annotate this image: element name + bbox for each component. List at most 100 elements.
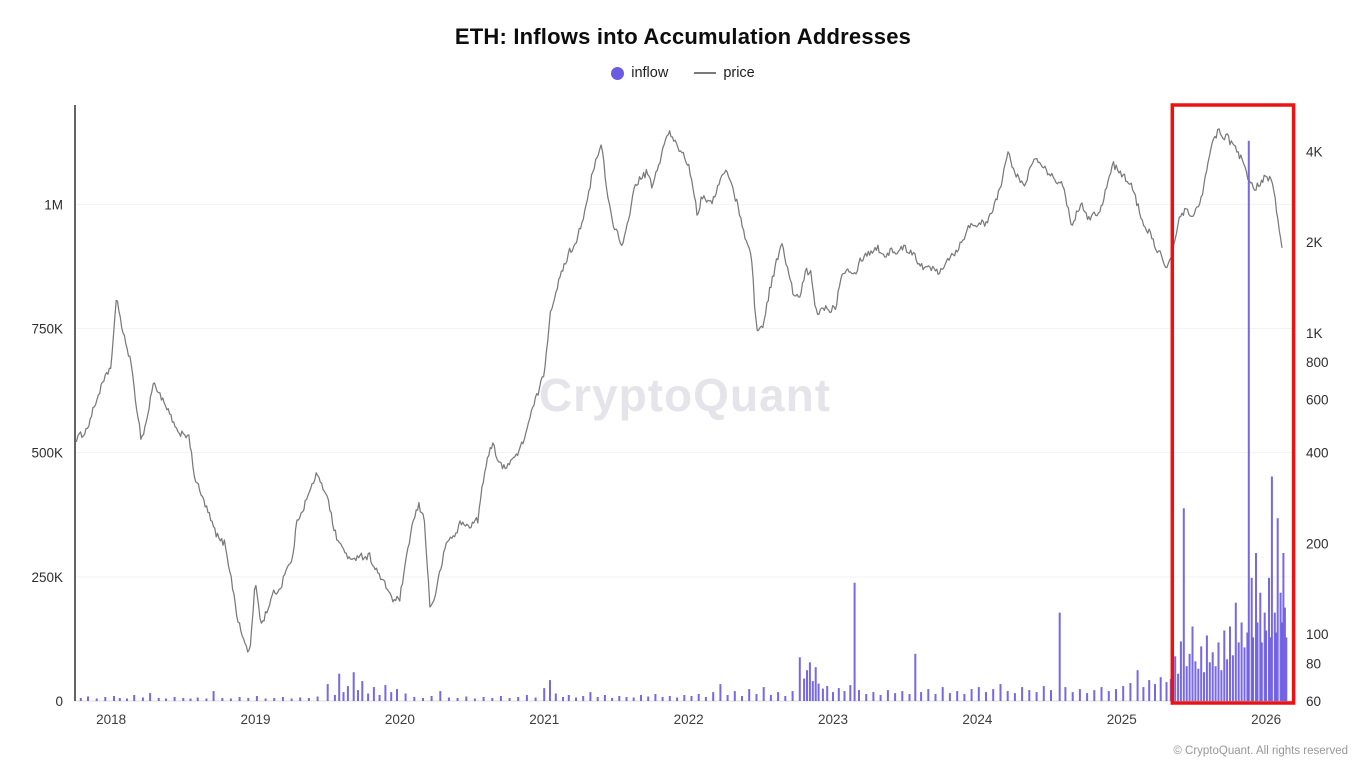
inflow-bar [87,696,89,701]
y-right-tick-label: 60 [1306,694,1321,709]
inflow-bar [1268,577,1270,701]
inflow-bar [798,657,801,701]
x-tick-label: 2026 [1251,712,1281,727]
inflow-bar [1028,690,1031,701]
inflow-bar [1231,655,1234,701]
inflow-bar [654,694,657,701]
inflow-bar [625,697,628,701]
inflow-bar [769,695,772,701]
inflow-bar [690,696,693,701]
inflow-bar [372,687,375,701]
inflow-bar [603,695,606,701]
inflow-bar [1220,670,1223,701]
y-right-tick-label: 4K [1306,144,1323,159]
inflow-bar [1194,661,1197,701]
legend-item-inflow[interactable]: inflow [611,65,668,81]
inflow-bar [390,692,393,701]
inflow-bar [872,692,875,701]
inflow-bar [1188,653,1191,701]
page-title: ETH: Inflows into Accumulation Addresses [454,24,912,49]
inflow-bar [104,697,107,701]
inflow-bar [447,697,450,701]
inflow-bar [326,684,329,701]
inflow-bar [1006,691,1009,701]
inflow-bar [1211,652,1214,701]
inflow-bar [1182,508,1185,701]
inflow-bar [985,692,987,701]
inflow-bar [1243,647,1246,701]
inflow-bar [1148,680,1151,701]
inflow-bar [543,688,546,701]
legend-label-price: price [723,65,755,81]
inflow-bar [712,692,715,701]
inflow-bar [920,692,923,701]
y-right-tick-label: 1K [1306,326,1323,341]
inflow-bar [113,696,115,701]
inflow-bar [647,696,650,701]
inflow-bar [384,685,387,701]
inflow-bar [999,684,1002,701]
inflow-bar [273,698,276,701]
inflow-bar [149,693,152,701]
inflow-bar [367,693,370,701]
inflow-bar [886,690,889,701]
inflow-bar [422,698,424,701]
inflow-bar [1252,637,1255,701]
y-left-tick-label: 0 [55,694,63,709]
inflow-bar [1276,518,1279,701]
x-tick-label: 2022 [674,712,704,727]
inflow-bar [777,692,780,701]
inflow-bar [342,692,345,701]
inflow-bar [865,694,868,701]
inflow-bar [1035,692,1038,701]
price-line-icon [694,72,717,74]
x-tick-label: 2024 [962,712,993,727]
inflow-bar [473,698,476,701]
inflow-bar [361,681,364,701]
inflow-bar [118,698,121,701]
y-right-tick-label: 100 [1306,627,1329,642]
inflow-bar [1122,686,1125,701]
inflow-bar [1281,622,1283,701]
inflow-bar [1205,635,1208,701]
inflow-bar [499,696,502,701]
inflow-bar [281,697,284,701]
inflow-bar [378,695,381,701]
inflow-bar [1270,476,1273,701]
inflow-bar [977,687,980,701]
y-left-tick-label: 1M [44,197,63,212]
inflow-bar [611,698,614,701]
inflow-bar [205,698,208,701]
inflow-bar [826,686,829,701]
y-right-tick-label: 200 [1306,536,1329,551]
inflow-bar [726,695,729,701]
legend-item-price[interactable]: price [694,65,755,81]
inflow-bar [821,688,824,701]
inflow-bar [165,698,167,701]
inflow-bar [1159,677,1162,701]
inflow-bar [1223,630,1226,701]
y-right-tick-label: 80 [1306,656,1321,671]
inflow-bar [808,662,811,701]
inflow-bar [811,681,814,701]
inflow-bar [1214,666,1217,701]
inflow-bar [843,691,846,701]
inflow-bar [733,691,736,701]
inflow-bar [927,689,930,701]
inflow-bar [126,698,128,701]
inflow-bar [832,692,834,701]
inflow-bar [1078,689,1081,701]
inflow-bar [141,697,144,701]
inflow-bar [212,691,215,701]
inflow-bar [1275,632,1278,701]
x-tick-label: 2023 [818,712,848,727]
inflow-bar [1165,682,1168,701]
inflow-bar [934,694,937,701]
x-tick-label: 2019 [240,712,270,727]
inflow-bar [762,687,765,701]
inflow-bar [549,680,551,701]
inflow-bar [491,698,494,701]
inflow-bar [948,693,951,701]
